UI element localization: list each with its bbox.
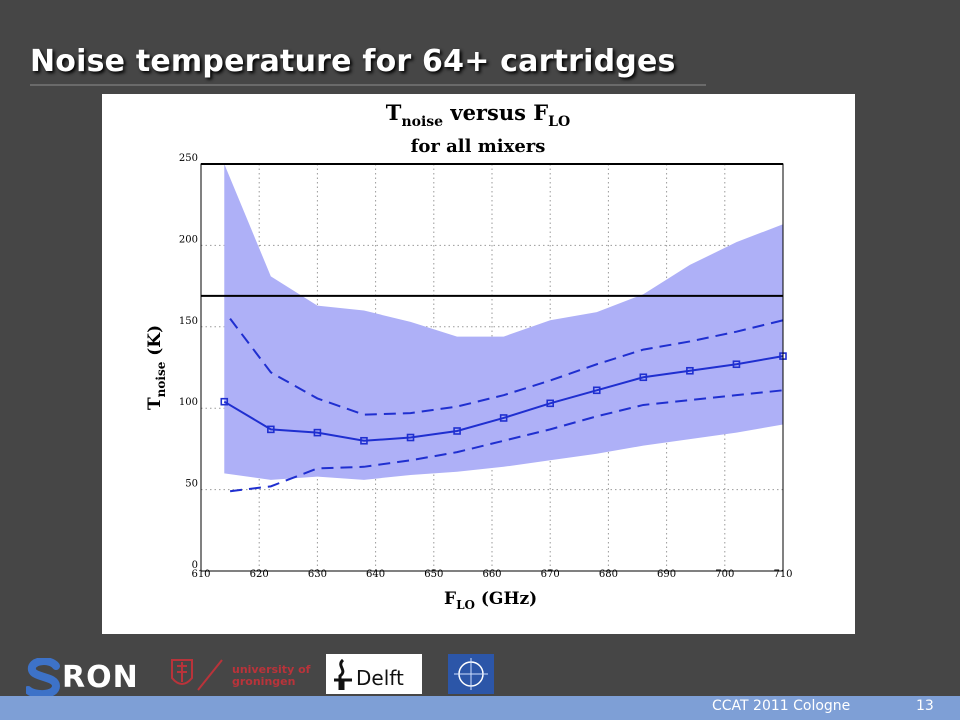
title-underline [30,84,706,86]
chart-title-mid: versus F [443,100,548,125]
noise-band-area [224,164,783,480]
x-tick-label: 700 [715,569,734,580]
chart-title-sub: noise [401,114,443,130]
nova-logo-icon [448,654,494,694]
tudelft-flame-icon [334,658,352,690]
y-tick-label: 150 [179,316,198,327]
y-tick-label: 100 [179,397,198,408]
page-number: 13 [916,698,934,714]
data-point-marker [639,373,648,382]
y-tick-label: 250 [179,153,198,164]
y-axis-label-unit: (K) [145,325,165,362]
footer-conference-text: CCAT 2011 Cologne [712,698,851,714]
data-point-marker [267,425,275,434]
data-point-marker [499,414,508,422]
median-series-line [223,355,784,442]
chart-title-sub2: LO [548,114,570,130]
tick-layer: 610 620 630 640 650 660 670 680 690 700 710 0 50 100 1… [179,153,793,580]
sron-s-icon [26,658,61,698]
x-axis-label: FLO (GHz) [444,589,537,612]
x-tick-label: 640 [366,569,385,580]
series-layer [220,318,787,493]
y-tick-label: 200 [179,234,198,245]
chart-panel: 610 620 630 640 650 660 670 680 690 700 710 0 50 100 1… [102,94,855,634]
x-tick-label: 630 [308,569,327,580]
data-point-marker [313,428,322,437]
data-point-marker [220,397,229,406]
sron-logo-text: RON [62,660,139,695]
slide-title: Noise temperature for 64+ cartridges [30,44,676,79]
data-point-marker [732,360,741,369]
y-tick-label: 50 [185,479,198,490]
y-axis-label-main: T [145,397,165,410]
dashed-series-line [229,318,784,416]
y-axis-label-sub: noise [154,361,168,397]
tudelft-logo-text: Delft [356,666,404,690]
x-tick-label: 670 [541,569,560,580]
data-point-marker [453,427,461,435]
data-point-marker [546,399,555,408]
chart-title-main: T [386,100,402,125]
y-tick-label: 0 [192,560,198,571]
x-axis-label-unit: (GHz) [475,589,537,609]
groningen-logo-text: university of groningen [232,663,311,688]
data-point-marker [406,433,415,442]
y-axis-label: Tnoise (K) [145,325,168,410]
data-point-marker [360,436,368,445]
noise-temperature-chart: 610 620 630 640 650 660 670 680 690 700 710 0 50 100 1… [145,100,793,612]
x-tick-label: 690 [657,569,676,580]
x-axis-label-main: F [444,589,456,609]
x-tick-label: 710 [773,569,792,580]
data-point-marker [592,386,601,395]
x-tick-label: 660 [482,569,501,580]
x-tick-label: 610 [191,569,210,580]
x-tick-label: 620 [250,569,269,580]
x-tick-label: 680 [599,569,618,580]
footer-strip [0,696,960,720]
chart-title-line1: Tnoise versus FLO [386,100,570,130]
x-tick-label: 650 [424,569,443,580]
data-point-marker [686,366,694,375]
x-axis-label-sub: LO [456,598,475,612]
groningen-crest-icon [171,659,223,691]
chart-title-line2: for all mixers [411,136,546,157]
logo-row: RON university of groningen Delft [0,650,500,698]
